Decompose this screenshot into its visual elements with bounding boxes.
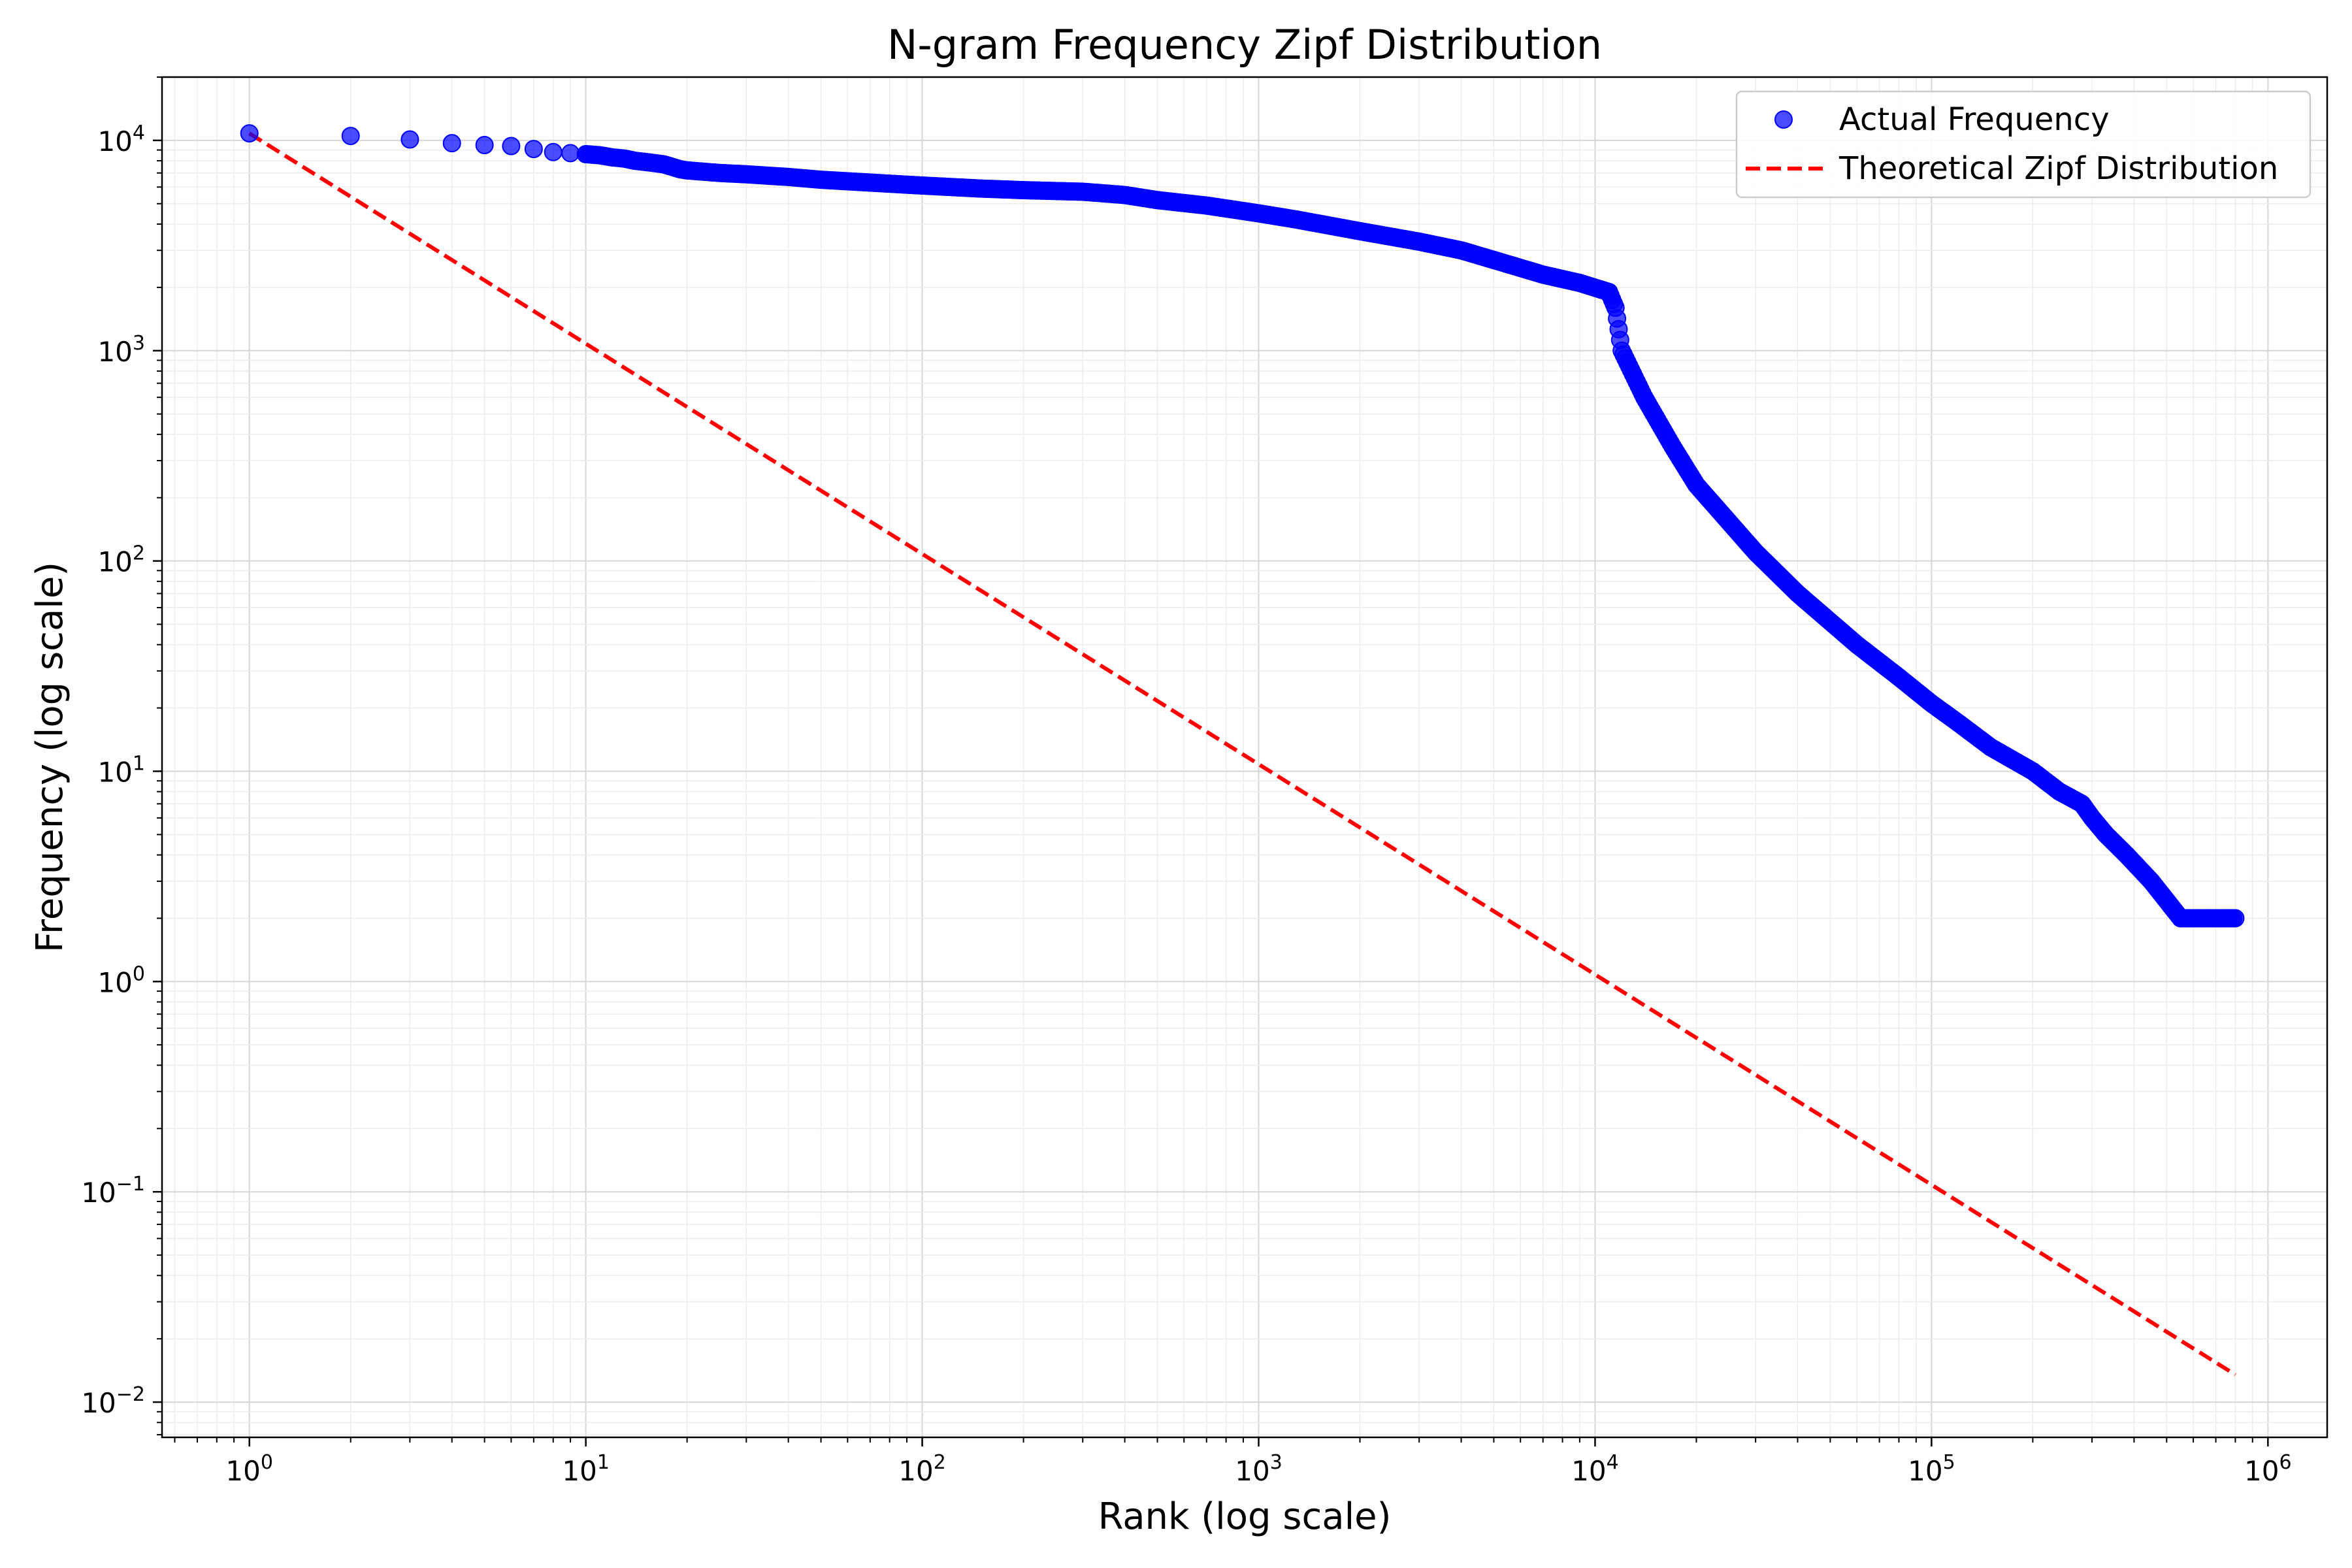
y-tick-label: 10−1: [81, 1173, 145, 1209]
legend-box: [1735, 90, 2311, 199]
legend-label-theoretical: Theoretical Zipf Distribution: [1838, 150, 2278, 187]
y-tick-label: 10−2: [81, 1383, 145, 1419]
y-tick-label: 100: [97, 962, 145, 998]
x-axis-label: Rank (log scale): [1098, 1495, 1392, 1538]
x-tick-label: 101: [562, 1451, 610, 1487]
data-point: [502, 137, 521, 155]
data-point: [561, 144, 580, 163]
data-point: [240, 124, 259, 143]
data-point: [544, 142, 563, 161]
grid: [162, 76, 2327, 1437]
x-tick-label: 106: [2244, 1451, 2292, 1487]
theoretical-series: [248, 131, 2237, 1377]
data-point: [400, 130, 419, 149]
x-tick-label: 100: [225, 1451, 273, 1487]
chart-title: N-gram Frequency Zipf Distribution: [887, 21, 1602, 69]
data-point-interp: [2224, 909, 2243, 928]
y-axis-label: Frequency (log scale): [29, 562, 71, 953]
x-tick-label: 103: [1235, 1451, 1282, 1487]
data-point: [341, 127, 360, 146]
y-tick-label: 103: [97, 332, 145, 368]
y-tick-label: 102: [97, 542, 145, 578]
legend: Actual Frequency Theoretical Zipf Distri…: [1735, 90, 2311, 199]
theoretical-zipf-line: [248, 131, 2237, 1377]
ticks: 100 101 102 103 104 105 106 10−2 10−1 100 101 102 10…: [81, 76, 2292, 1487]
y-tick-label: 104: [97, 122, 145, 157]
legend-marker-actual: [1774, 110, 1793, 129]
actual-series: [240, 124, 2245, 928]
axes-frame: [161, 76, 2328, 1439]
x-tick-label: 104: [1571, 1451, 1619, 1487]
data-point: [442, 134, 461, 153]
data-point: [524, 140, 543, 159]
x-tick-label: 102: [898, 1451, 946, 1487]
y-tick-label: 101: [97, 752, 145, 788]
legend-label-actual: Actual Frequency: [1839, 101, 2110, 138]
plot-area: [240, 124, 2245, 1377]
x-tick-label: 105: [1908, 1451, 1955, 1487]
data-point: [475, 136, 494, 155]
